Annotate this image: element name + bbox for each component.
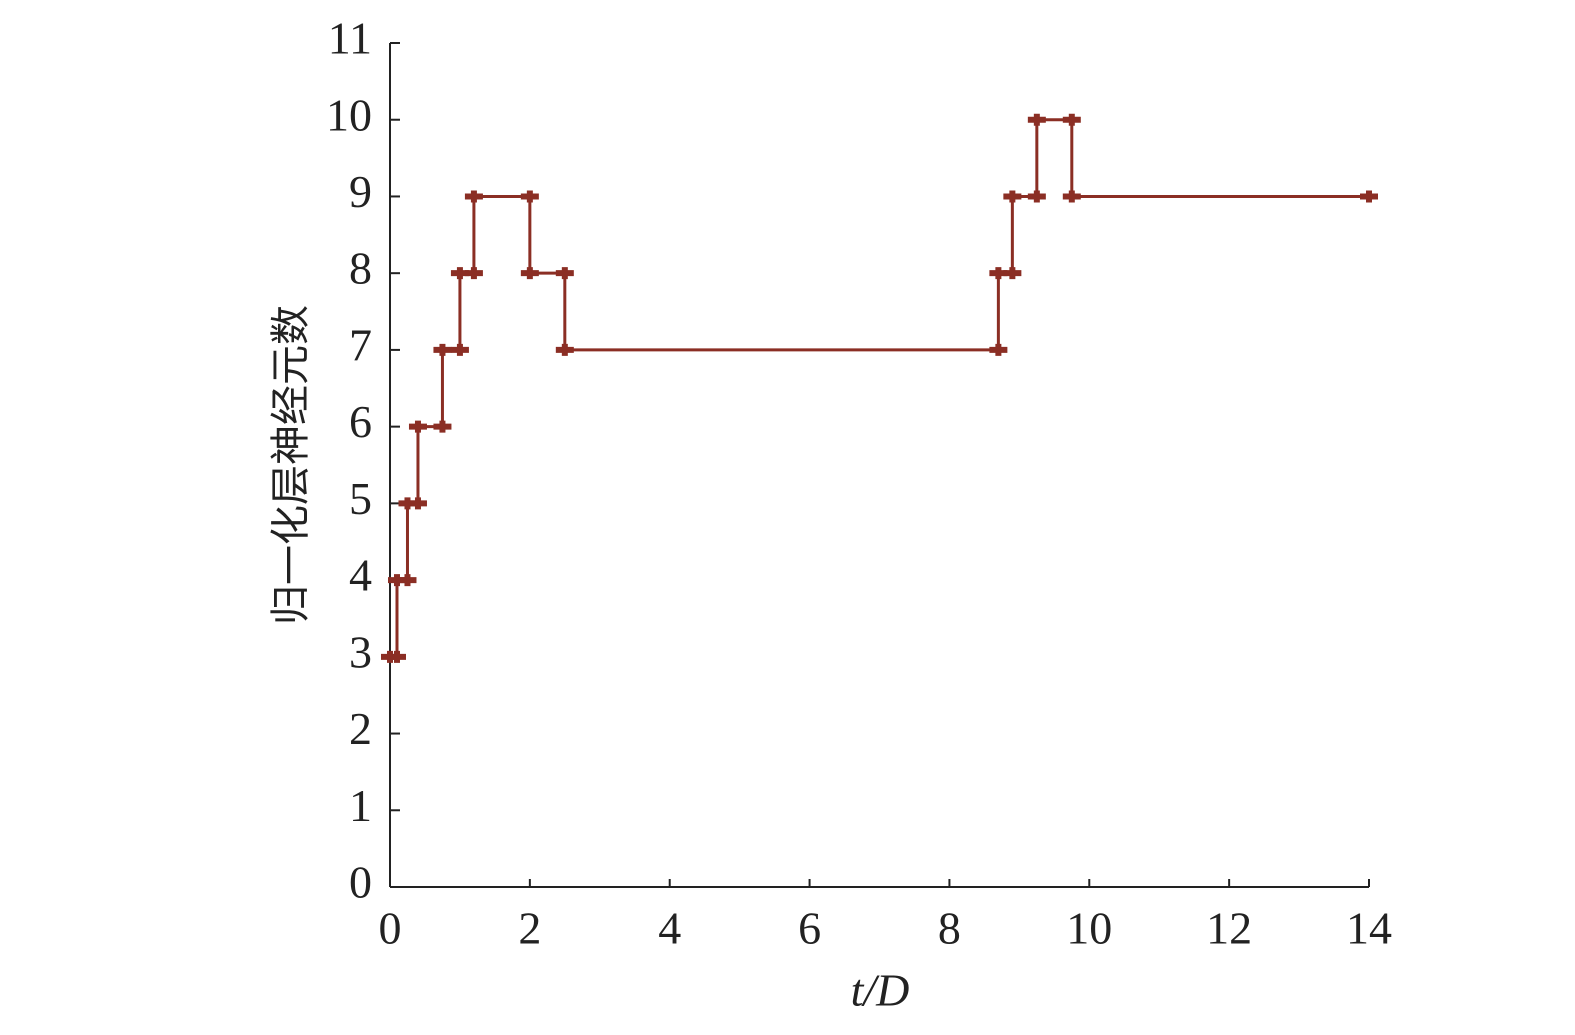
marker	[450, 343, 469, 356]
y-tick-label: 8	[349, 243, 372, 294]
step-line	[390, 118, 1369, 659]
y-tick-label: 3	[349, 626, 372, 677]
marker	[989, 343, 1008, 356]
y-tick-label: 10	[326, 89, 372, 140]
marker	[398, 574, 417, 587]
marker	[1027, 113, 1046, 126]
marker	[1062, 190, 1081, 203]
marker	[387, 650, 406, 663]
marker	[1003, 190, 1022, 203]
x-tick-label: 6	[798, 903, 821, 954]
x-tick-label: 4	[658, 903, 681, 954]
x-tick-label: 10	[1066, 903, 1112, 954]
x-tick-label: 14	[1346, 903, 1392, 954]
marker	[464, 190, 483, 203]
y-tick-label: 4	[349, 550, 372, 601]
marker	[433, 343, 452, 356]
y-tick-label: 11	[328, 13, 372, 64]
x-tick-label: 2	[518, 903, 541, 954]
marker	[1027, 190, 1046, 203]
y-tick-label: 5	[349, 473, 372, 524]
marker	[433, 420, 452, 433]
y-tick-label: 0	[349, 857, 372, 908]
marker	[1062, 113, 1081, 126]
x-tick-label: 8	[938, 903, 961, 954]
marker	[520, 190, 539, 203]
y-axis-label: 归一化层神经元数	[268, 305, 313, 625]
marker	[1003, 267, 1022, 280]
marker	[1360, 190, 1378, 203]
marker	[555, 267, 574, 280]
y-tick-label: 6	[349, 396, 372, 447]
y-tick-label: 9	[349, 166, 372, 217]
x-tick-label: 0	[379, 903, 402, 954]
marker	[520, 267, 539, 280]
marker	[408, 497, 427, 510]
y-tick-label: 7	[349, 319, 372, 370]
marker	[464, 267, 483, 280]
marker	[555, 343, 574, 356]
x-axis-label: t/D	[851, 965, 910, 1016]
y-tick-label: 2	[349, 703, 372, 754]
x-tick-label: 12	[1206, 903, 1252, 954]
y-tick-label: 1	[349, 780, 372, 831]
marker	[408, 420, 427, 433]
